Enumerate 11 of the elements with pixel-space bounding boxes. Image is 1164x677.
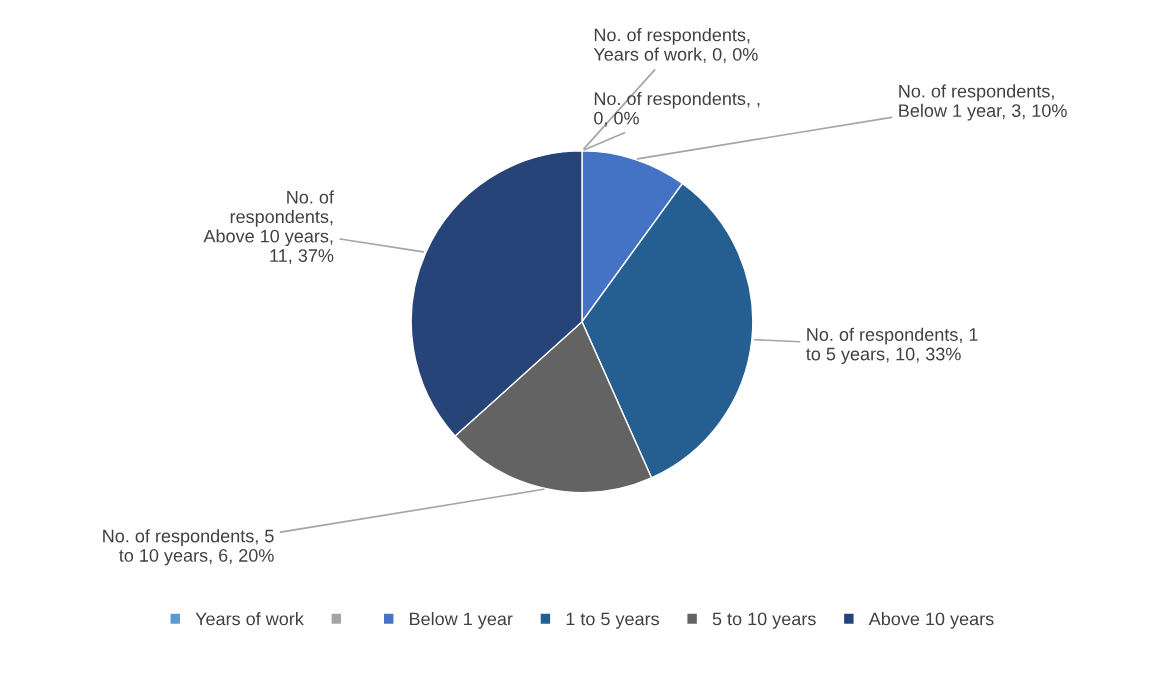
legend-label: 5 to 10 years xyxy=(712,612,816,629)
data-label: No. of respondents, Below 1 year, 3, 10% xyxy=(899,84,1067,121)
data-label: No. of respondents, 1 to 5 years, 10, 33% xyxy=(806,327,978,364)
data-label: No. of respondents, Above 10 years, 11, 37% xyxy=(203,190,334,265)
text: No. of respondents, Years of work, 0, 0% xyxy=(593,28,758,63)
data-label: No. of respondents, 5 to 10 years, 6, 20% xyxy=(103,529,274,566)
legend-label: Below 1 year xyxy=(410,612,513,629)
legend-label: Above 10 years xyxy=(868,612,994,629)
legend-label: Years of work xyxy=(195,612,304,626)
text: No. of respondents, , 0, 0% xyxy=(594,91,760,127)
legend-label: 1 to 5 years xyxy=(566,612,659,629)
